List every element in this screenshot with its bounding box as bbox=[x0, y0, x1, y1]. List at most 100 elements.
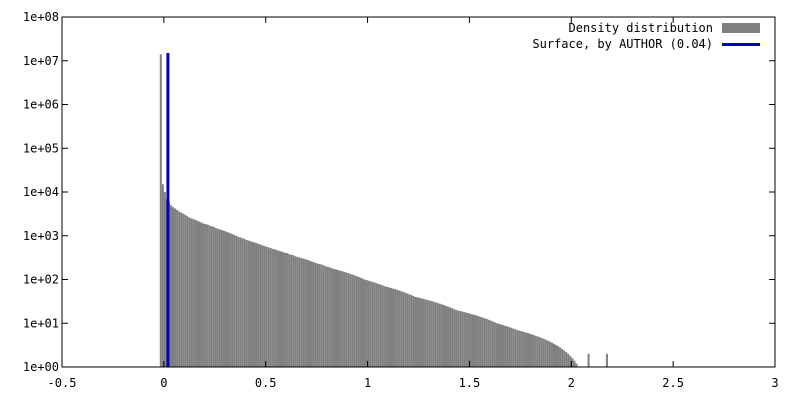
histogram-bar bbox=[442, 305, 445, 367]
histogram-bar bbox=[404, 292, 407, 367]
histogram-bar bbox=[361, 278, 364, 367]
legend: Density distribution Surface, by AUTHOR … bbox=[532, 21, 760, 51]
histogram-bar bbox=[436, 303, 439, 367]
histogram-bar bbox=[506, 326, 509, 367]
histogram-bar bbox=[247, 240, 250, 367]
histogram-bar bbox=[326, 266, 329, 367]
histogram-bar bbox=[412, 295, 415, 367]
x-tick-label: 1 bbox=[364, 376, 371, 390]
histogram-bar bbox=[426, 300, 429, 367]
histogram-bar bbox=[200, 222, 203, 367]
histogram-bar bbox=[461, 311, 464, 367]
histogram-bar bbox=[190, 218, 193, 367]
histogram-bar bbox=[192, 219, 195, 367]
histogram-bar bbox=[300, 258, 303, 367]
histogram-bar bbox=[489, 320, 492, 367]
histogram-bar bbox=[233, 234, 236, 367]
histogram-bar bbox=[463, 312, 466, 367]
histogram-bar bbox=[447, 306, 450, 367]
histogram-bar bbox=[375, 283, 378, 367]
histogram-bar bbox=[322, 265, 325, 367]
histogram-bars bbox=[159, 54, 608, 368]
histogram-bar bbox=[163, 192, 166, 367]
histogram-bar bbox=[294, 256, 297, 367]
histogram-bar bbox=[469, 313, 472, 367]
histogram-bar bbox=[554, 344, 558, 367]
histogram-bar bbox=[218, 229, 221, 367]
histogram-bar bbox=[457, 310, 460, 367]
histogram-bar bbox=[216, 228, 219, 367]
y-tick-label: 1e+04 bbox=[23, 185, 59, 199]
histogram-bar bbox=[206, 224, 209, 367]
histogram-bar bbox=[251, 241, 254, 367]
histogram-bar bbox=[424, 299, 427, 367]
histogram-bar bbox=[369, 281, 372, 367]
histogram-bar bbox=[261, 245, 264, 367]
histogram-bar bbox=[493, 322, 496, 367]
histogram-bar bbox=[387, 287, 390, 367]
histogram-bar bbox=[243, 238, 246, 367]
histogram-bar bbox=[440, 304, 443, 367]
histogram-bar bbox=[491, 321, 494, 367]
histogram-bar bbox=[532, 334, 535, 367]
histogram-bar bbox=[538, 337, 541, 367]
histogram-bar bbox=[485, 319, 488, 367]
histogram-bar bbox=[224, 231, 228, 367]
histogram-bar bbox=[343, 271, 346, 367]
histogram-bar bbox=[241, 238, 244, 367]
histogram-bar bbox=[396, 289, 399, 367]
y-tick-label: 1e+00 bbox=[23, 360, 59, 374]
histogram-bar bbox=[202, 223, 205, 367]
histogram-bar bbox=[302, 258, 305, 367]
histogram-bar bbox=[282, 252, 285, 367]
histogram-bar bbox=[355, 276, 358, 367]
histogram-bar bbox=[198, 221, 201, 367]
histogram-bar bbox=[210, 226, 213, 367]
histogram-bar bbox=[196, 220, 199, 367]
histogram-bar bbox=[304, 259, 307, 367]
histogram-bar bbox=[184, 214, 187, 367]
histogram-bar bbox=[542, 338, 545, 367]
y-tick-label: 1e+03 bbox=[23, 229, 59, 243]
histogram-bar bbox=[540, 338, 543, 367]
histogram-bar bbox=[306, 259, 309, 367]
x-tick-label: 3 bbox=[771, 376, 778, 390]
histogram-bar bbox=[400, 291, 403, 367]
histogram-bar bbox=[567, 353, 570, 367]
histogram-bar bbox=[320, 264, 323, 367]
histogram-bar bbox=[347, 273, 350, 367]
histogram-bar bbox=[420, 298, 423, 367]
histogram-bar bbox=[373, 282, 376, 367]
histogram-bar bbox=[477, 316, 480, 367]
histogram-bar bbox=[231, 233, 234, 367]
histogram-bar bbox=[559, 347, 562, 367]
histogram-bar bbox=[516, 330, 519, 367]
axis-ticks: -0.5 0 0.5 1 1.5 2 2.5 3 1e+00 1e+01 1e+02 1e+03 1e+… bbox=[23, 10, 779, 390]
histogram-bar bbox=[363, 279, 366, 367]
histogram-bar bbox=[475, 315, 478, 367]
histogram-bar bbox=[172, 207, 175, 367]
histogram-bar bbox=[544, 339, 547, 367]
histogram-bar bbox=[208, 225, 211, 367]
histogram-bar bbox=[235, 235, 238, 367]
histogram-bar bbox=[459, 311, 462, 367]
histogram-bar bbox=[392, 288, 395, 367]
y-tick-label: 1e+06 bbox=[23, 98, 59, 112]
histogram-bar bbox=[314, 262, 317, 367]
histogram-bar bbox=[530, 334, 533, 367]
histogram-bar bbox=[512, 328, 515, 367]
histogram-bar bbox=[428, 300, 431, 367]
histogram-bar bbox=[394, 289, 397, 367]
histogram-bar bbox=[339, 270, 342, 367]
histogram-bar bbox=[605, 353, 608, 367]
histogram-bar bbox=[310, 261, 313, 367]
x-tick-label: 2.5 bbox=[662, 376, 684, 390]
histogram-bar bbox=[290, 254, 293, 367]
histogram-bar bbox=[296, 256, 299, 367]
histogram-bar bbox=[334, 269, 338, 367]
histogram-bar bbox=[504, 325, 507, 367]
histogram-bar bbox=[453, 309, 456, 367]
histogram-bar bbox=[587, 353, 590, 367]
histogram-bar bbox=[455, 310, 458, 367]
histogram-bar bbox=[161, 184, 164, 367]
